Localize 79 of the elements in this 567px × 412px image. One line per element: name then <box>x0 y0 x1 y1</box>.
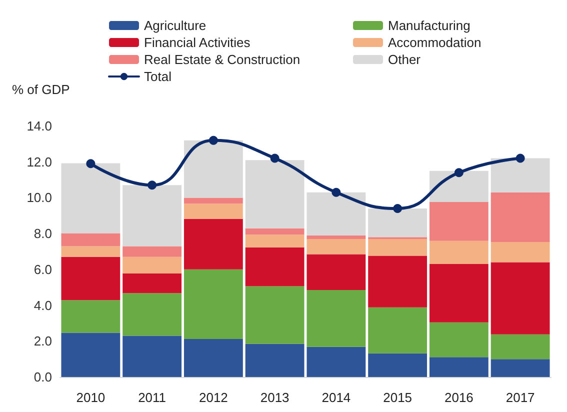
bar <box>306 238 366 254</box>
bar <box>122 336 182 377</box>
bar <box>61 332 120 377</box>
legend-label: Other <box>388 52 422 67</box>
y-tick-label: 0.0 <box>34 370 52 384</box>
bar <box>245 344 304 377</box>
y-tick-label: 2.0 <box>34 334 52 349</box>
bar <box>122 185 182 246</box>
legend-label: Real Estate & Construction <box>144 52 300 67</box>
bar <box>122 256 182 274</box>
bar <box>368 307 428 354</box>
bar <box>245 228 304 235</box>
point <box>86 159 96 168</box>
bar <box>368 238 428 256</box>
x-tick-label: 2013 <box>260 390 290 405</box>
bar <box>184 204 243 219</box>
y-axis-title: % of GDP <box>12 82 70 97</box>
bar <box>245 234 304 248</box>
bar <box>122 274 182 294</box>
x-tick-label: 2011 <box>138 390 166 405</box>
x-tick-label: 2015 <box>383 390 412 405</box>
bar <box>245 160 304 228</box>
bar <box>306 346 366 377</box>
bar <box>61 256 120 300</box>
bar <box>122 246 182 257</box>
bar <box>490 158 550 193</box>
legend-label: Total <box>144 69 172 84</box>
bar <box>429 357 488 377</box>
bar <box>122 293 182 336</box>
point <box>270 154 280 163</box>
bar <box>184 198 243 204</box>
bar <box>306 192 366 236</box>
bar <box>245 247 304 286</box>
legend-label: Accommodation <box>388 35 482 50</box>
bar <box>429 202 488 241</box>
legend-label: Financial Activities <box>144 35 251 50</box>
x-tick-label: 2017 <box>506 390 535 405</box>
bar <box>61 300 120 333</box>
bar <box>429 264 488 322</box>
legend-label: Agriculture <box>144 18 206 33</box>
x-tick-label: 2012 <box>198 390 228 405</box>
y-tick-label: 12.0 <box>26 154 52 170</box>
x-tick-label: 2010 <box>76 390 106 405</box>
bar <box>368 353 428 377</box>
point <box>393 204 402 213</box>
bar <box>184 218 243 270</box>
x-tick-label: 2014 <box>322 390 351 405</box>
point <box>148 180 157 190</box>
bar <box>490 242 550 262</box>
x-tick-label: 2016 <box>444 390 474 405</box>
y-tick-label: 14.0 <box>26 118 52 134</box>
point <box>516 154 525 163</box>
bar <box>184 140 243 198</box>
y-tick-label: 8.0 <box>34 226 52 242</box>
bar <box>490 262 550 334</box>
bar <box>245 286 304 344</box>
point <box>454 168 464 178</box>
bar <box>368 208 428 238</box>
legend-label: Manufacturing <box>388 18 470 33</box>
bar <box>429 170 488 202</box>
bar <box>61 246 120 257</box>
point <box>332 188 341 197</box>
bar <box>61 163 120 234</box>
point <box>208 136 218 145</box>
bar <box>368 256 428 308</box>
bar <box>306 235 366 239</box>
bar <box>429 322 488 358</box>
bar <box>429 240 488 264</box>
bar <box>184 338 243 377</box>
y-tick-label: 6.0 <box>34 262 52 277</box>
bar <box>306 254 366 290</box>
bar <box>184 269 243 339</box>
bar <box>490 359 550 377</box>
bar <box>490 334 550 360</box>
y-tick-label: 10.0 <box>26 190 52 206</box>
bar <box>61 233 120 246</box>
bar <box>306 290 366 347</box>
bar <box>490 192 550 242</box>
y-tick-label: 4.0 <box>34 298 52 313</box>
